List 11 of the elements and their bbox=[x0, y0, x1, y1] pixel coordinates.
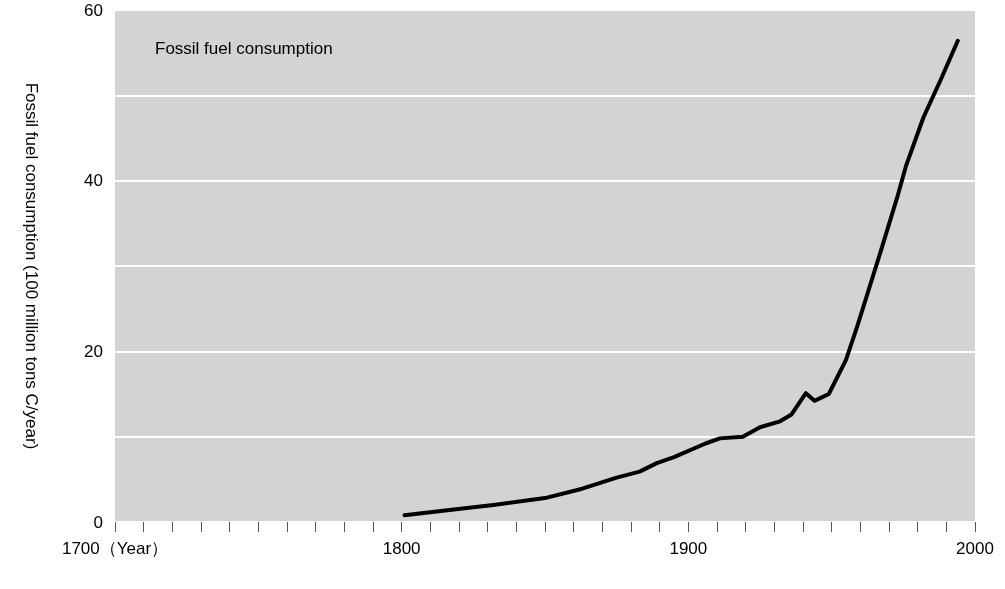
x-tick-label: 1900 bbox=[669, 539, 708, 558]
y-tick-label: 60 bbox=[84, 0, 103, 20]
text: Fossil fuel consumption bbox=[155, 39, 333, 58]
x-tick-label: 1700（Year） bbox=[61, 539, 169, 558]
y-tick-label: 20 bbox=[84, 341, 103, 361]
y-tick-label: 40 bbox=[84, 171, 103, 191]
x-tick-label: 1800 bbox=[382, 539, 421, 558]
line-series bbox=[402, 38, 960, 518]
x-tick-label: 2000 bbox=[956, 539, 994, 558]
y-axis-title: Fossil fuel consumption (100 million tons C/year) bbox=[22, 82, 41, 450]
y-tick-label: 0 bbox=[93, 512, 103, 532]
